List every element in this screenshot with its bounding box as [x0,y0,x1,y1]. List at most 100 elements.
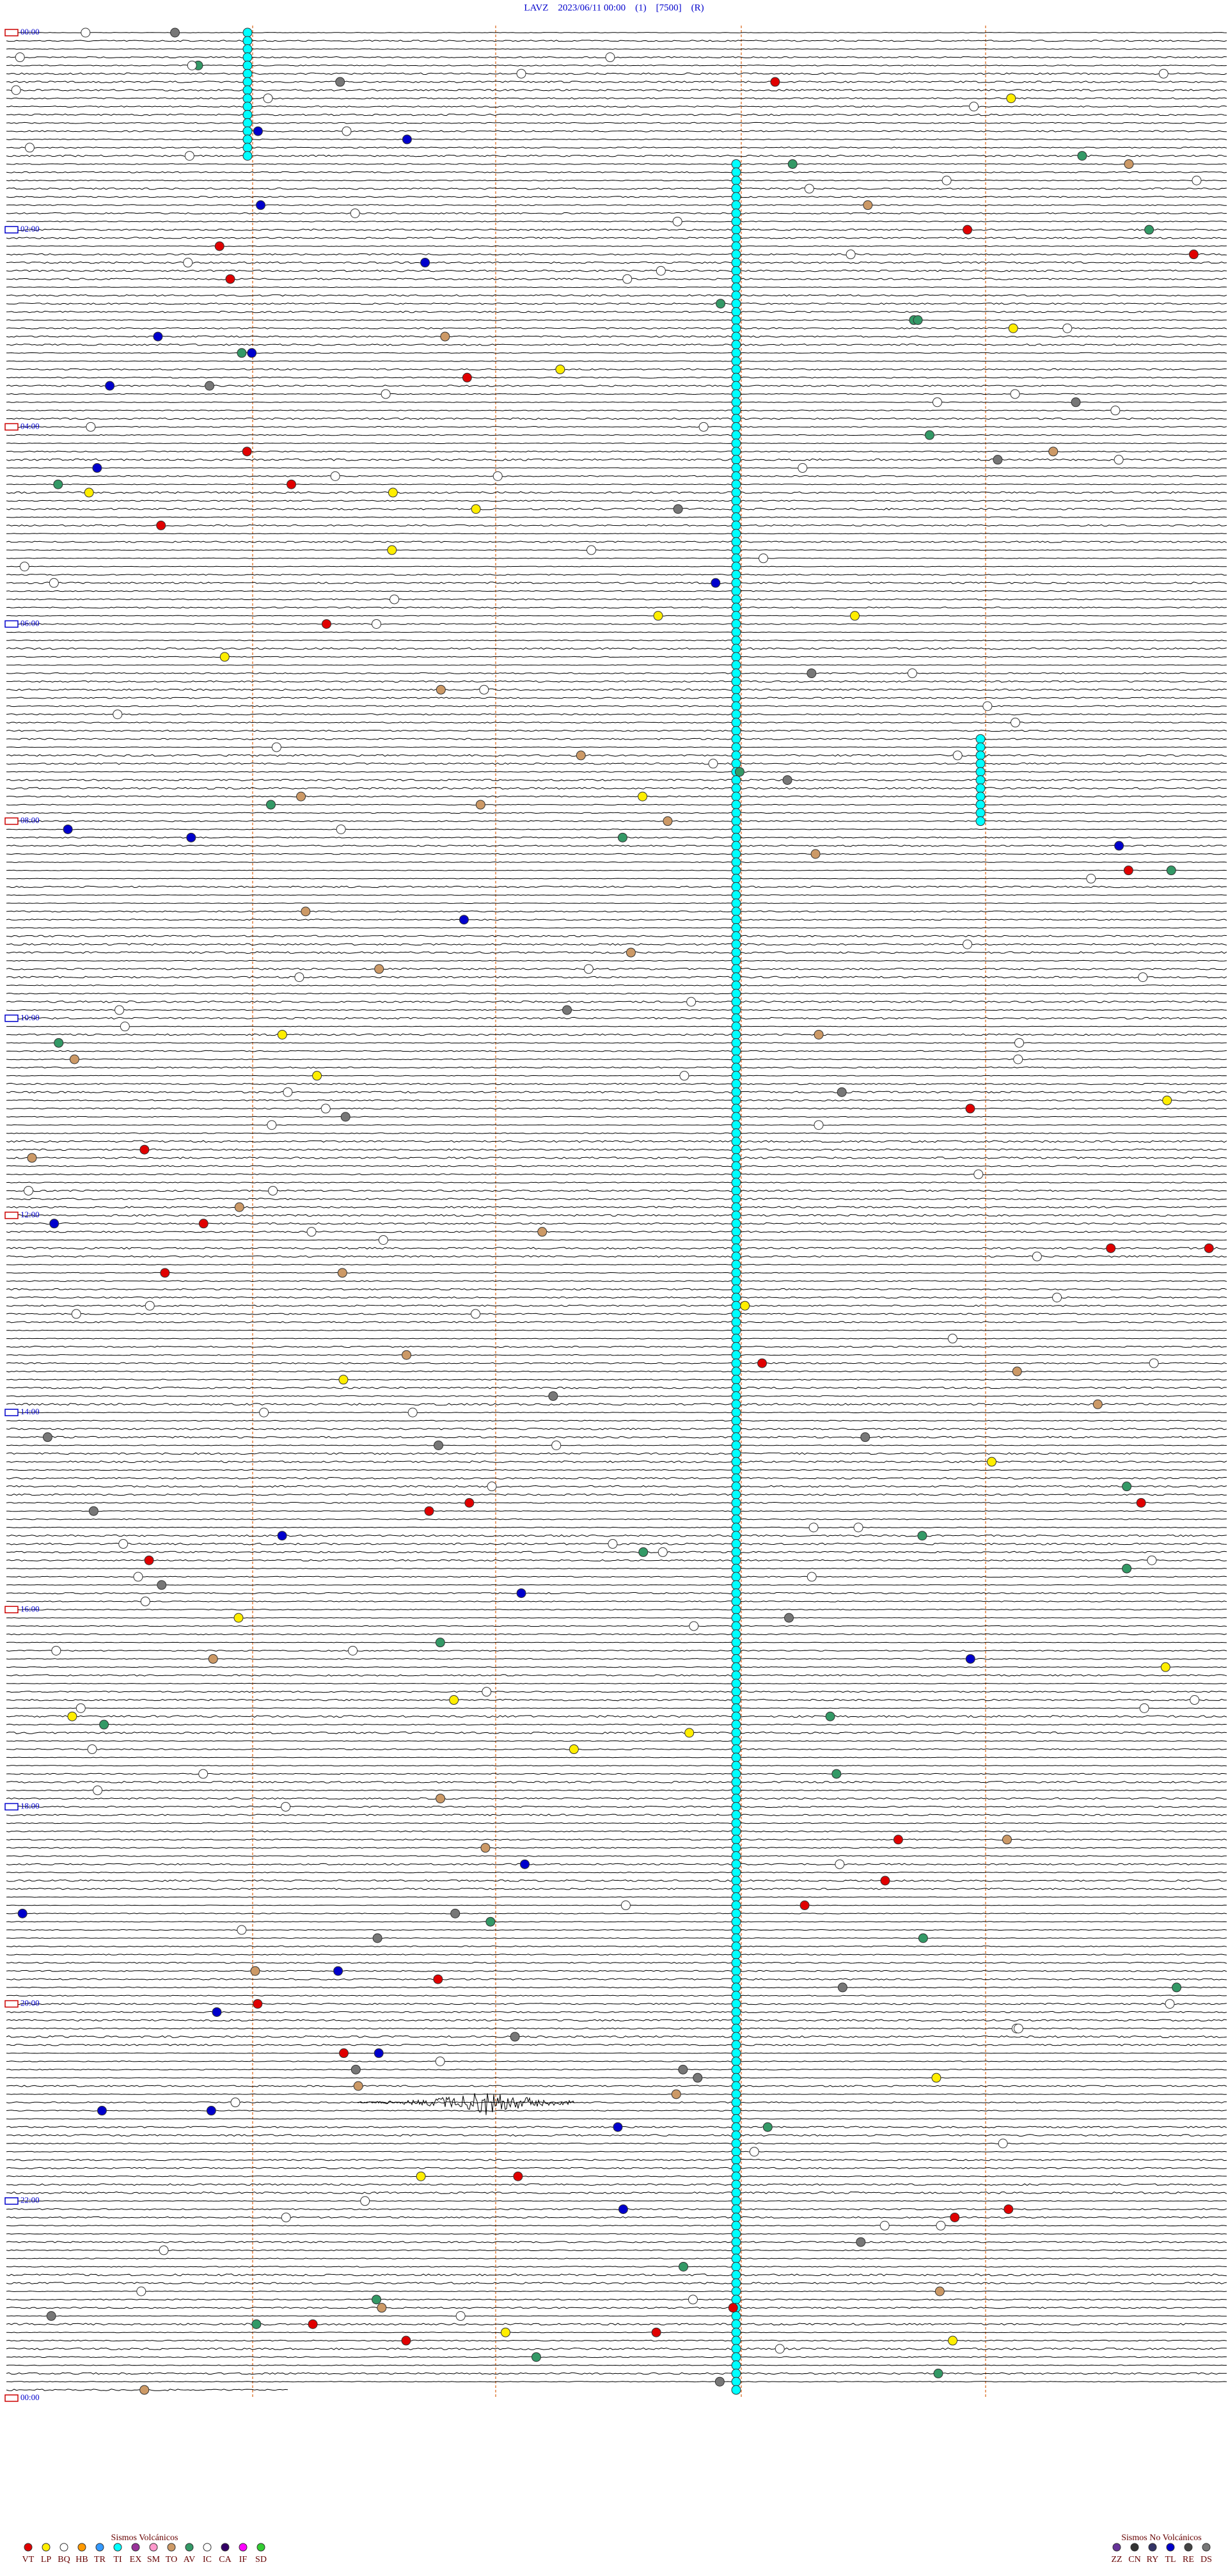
event-marker [731,1268,741,1278]
trace [6,2002,1227,2005]
event-marker [917,1531,927,1541]
event-marker [731,438,741,448]
legend-swatch [1202,2543,1211,2552]
trace [6,1452,1227,1455]
event-marker [434,1440,444,1450]
event-marker [731,2278,741,2288]
event-marker [160,1268,170,1278]
event-marker [731,372,741,383]
event-marker [731,290,741,301]
event-marker [731,1251,741,1261]
event-marker [242,102,253,112]
trace [6,2306,1227,2309]
event-marker [879,2220,890,2231]
trace [6,1288,1227,1291]
trace [6,672,1227,675]
trace [6,1412,1227,1414]
trace [6,2085,1227,2087]
legend-swatch [185,2543,194,2552]
event-marker [731,265,741,276]
event-marker [562,1005,572,1015]
event-marker [731,208,741,218]
event-marker [242,36,253,46]
event-marker [731,2155,741,2165]
event-marker [378,1235,388,1245]
event-marker [863,200,873,210]
event-marker [263,93,273,104]
event-marker [97,2106,107,2116]
event-marker [198,1219,209,1229]
trace [6,903,1227,905]
event-marker [731,865,741,876]
event-marker [1008,323,1018,333]
trace [6,450,1227,453]
trace [6,146,1227,149]
trace [6,524,1227,527]
trace [6,1748,1227,1751]
trace [6,327,1227,329]
event-marker [731,611,741,621]
event-marker [731,939,741,949]
event-marker [731,972,741,983]
event-marker [214,241,224,251]
time-marker [4,1212,19,1219]
trace [6,1395,1227,1397]
event-marker [731,693,741,703]
event-marker [277,1531,287,1541]
event-marker [731,1777,741,1787]
trace [6,729,1227,732]
trace [6,1501,1227,1504]
event-marker [975,759,986,769]
event-marker [1188,249,1199,260]
event-marker [731,1185,741,1196]
event-marker [731,1334,741,1344]
event-marker [731,1654,741,1664]
event-marker [731,824,741,834]
time-label: 16:00 [20,1604,40,1613]
event-marker [982,701,993,711]
event-marker [731,331,741,342]
event-marker [963,939,973,949]
event-marker [485,1916,496,1927]
event-marker [731,2171,741,2181]
event-marker [186,832,196,842]
trace [6,1009,1227,1011]
event-marker [144,1555,154,1565]
event-marker [49,1219,59,1229]
event-marker [27,1153,37,1163]
trace [6,2372,1227,2375]
trace [6,590,1227,592]
trace [6,261,1227,264]
trace [6,919,1227,921]
event-marker [731,1448,741,1458]
trace [6,1181,1227,1183]
event-marker [480,1843,491,1853]
trace [6,680,1227,683]
event-marker [531,2352,541,2362]
legend-swatch [113,2543,122,2552]
event-marker [965,1654,975,1664]
event-marker [932,397,942,407]
event-marker [1162,1095,1172,1105]
trace [6,1855,1227,1857]
trace [6,2216,1227,2219]
trace [6,303,1227,305]
event-marker [608,1539,618,1549]
trace [6,2134,1227,2137]
event-marker [433,1974,443,1984]
event-marker [87,1744,97,1755]
event-marker [618,2204,628,2215]
event-marker [853,1522,863,1533]
event-marker [1014,1038,1025,1048]
trace [6,697,1227,699]
trace [6,565,1227,567]
event-marker [731,1867,741,1877]
trace [6,795,1227,798]
event-marker [731,1555,741,1565]
trace [6,1970,1227,1972]
event-marker [250,1966,260,1976]
event-marker [731,1514,741,1524]
event-marker [731,1128,741,1139]
event-marker [1144,225,1154,235]
trace [6,2167,1227,2170]
